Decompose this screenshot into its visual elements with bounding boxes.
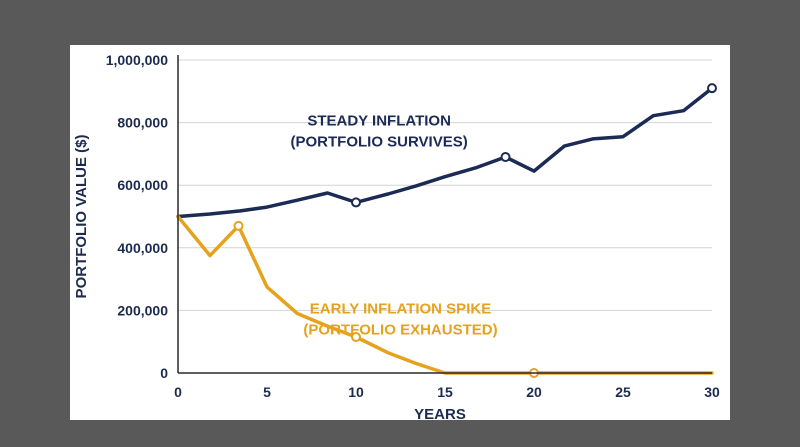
series-line-0	[176, 86, 714, 219]
gridlines	[178, 59, 712, 311]
y-tick-label: 1,000,000	[106, 52, 168, 68]
line-chart: 0 200,000 400,000 600,000 800,000 1,000,000 0 5…	[73, 52, 720, 420]
annotations: STEADY INFLATION (PORTFOLIO SURVIVES) EARL…	[291, 113, 498, 339]
x-axis-title: YEARS	[414, 406, 466, 420]
annotation-line: (PORTFOLIO EXHAUSTED)	[303, 322, 497, 339]
chart-panel: 0 200,000 400,000 600,000 800,000 1,000,000 0 5…	[70, 45, 730, 420]
y-tick-label: 600,000	[117, 177, 168, 193]
data-point-marker	[500, 152, 511, 163]
x-tick-label: 5	[263, 384, 271, 400]
data-point-marker	[707, 83, 717, 94]
y-axis-title: PORTFOLIO VALUE ($)	[73, 135, 90, 299]
x-tick-label: 15	[437, 384, 453, 400]
axes: 0 200,000 400,000 600,000 800,000 1,000,000 0 5…	[106, 52, 720, 400]
x-tick-label: 20	[526, 384, 542, 400]
x-tick-label: 10	[348, 384, 364, 400]
x-tick-label: 0	[174, 384, 182, 400]
y-tick-label: 200,000	[117, 302, 168, 318]
data-point-marker	[351, 197, 361, 208]
data-point-marker	[233, 220, 244, 231]
y-tick-label: 0	[160, 365, 168, 381]
x-tick-label: 25	[615, 384, 631, 400]
y-tick-label: 400,000	[117, 240, 168, 256]
annotation-line: STEADY INFLATION	[307, 113, 451, 130]
y-tick-label: 800,000	[117, 115, 168, 131]
annotation-line: EARLY INFLATION SPIKE	[310, 301, 491, 318]
x-tick-label: 30	[704, 384, 720, 400]
series-line-1	[176, 214, 714, 375]
data-point-marker	[351, 332, 361, 343]
annotation-line: (PORTFOLIO SURVIVES)	[291, 134, 468, 151]
